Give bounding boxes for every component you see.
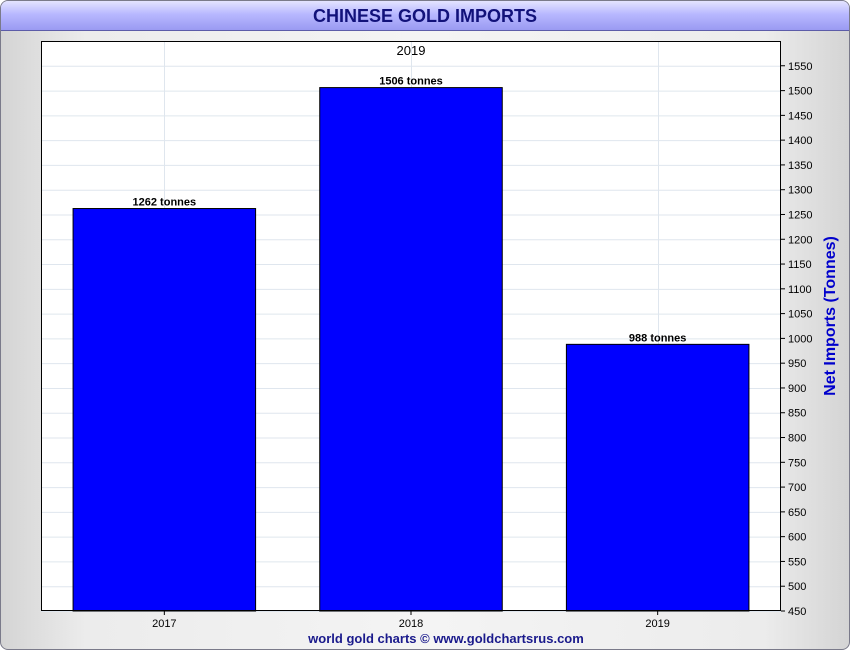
chart-title: CHINESE GOLD IMPORTS — [312, 6, 537, 26]
y-tick-label: 1050 — [788, 309, 812, 321]
y-tick-label: 1500 — [788, 86, 812, 98]
y-tick-label: 1200 — [788, 234, 812, 246]
y-tick-label: 850 — [788, 408, 806, 420]
y-tick-label: 900 — [788, 383, 806, 395]
y-tick-label: 600 — [788, 532, 806, 544]
chart-subtitle: 2019 — [397, 43, 426, 58]
y-tick-label: 500 — [788, 581, 806, 593]
y-tick-label: 1550 — [788, 61, 812, 73]
x-tick-label-2018: 2018 — [399, 618, 423, 630]
y-tick-label: 1250 — [788, 209, 812, 221]
y-axis-label: Net Imports (Tonnes) — [822, 236, 839, 396]
title-bar: CHINESE GOLD IMPORTS — [1, 1, 849, 31]
x-tick-label-2019: 2019 — [645, 618, 669, 630]
y-tick-label: 700 — [788, 482, 806, 494]
y-tick-label: 1350 — [788, 160, 812, 172]
y-tick-label: 550 — [788, 556, 806, 568]
y-tick-label: 750 — [788, 457, 806, 469]
x-tick-label-2017: 2017 — [152, 618, 176, 630]
footer-credit: world gold charts © www.goldchartsrus.co… — [308, 631, 584, 646]
bar-2019 — [565, 343, 750, 612]
y-tick-label: 1450 — [788, 110, 812, 122]
data-label-2019: 988 tonnes — [629, 332, 686, 344]
y-tick-label: 450 — [788, 606, 806, 618]
y-tick-label: 1000 — [788, 333, 812, 345]
y-tick-label: 1150 — [788, 259, 812, 271]
bar-2017 — [72, 208, 257, 612]
y-tick-label: 1300 — [788, 185, 812, 197]
y-tick-label: 950 — [788, 358, 806, 370]
plot-border — [41, 41, 781, 611]
y-tick-label: 800 — [788, 433, 806, 445]
data-label-2018: 1506 tonnes — [379, 76, 443, 88]
y-tick-label: 1100 — [788, 284, 812, 296]
y-tick-label: 650 — [788, 507, 806, 519]
bar-2018 — [319, 87, 503, 612]
y-tick-label: 1400 — [788, 135, 812, 147]
data-label-2017: 1262 tonnes — [133, 197, 197, 209]
